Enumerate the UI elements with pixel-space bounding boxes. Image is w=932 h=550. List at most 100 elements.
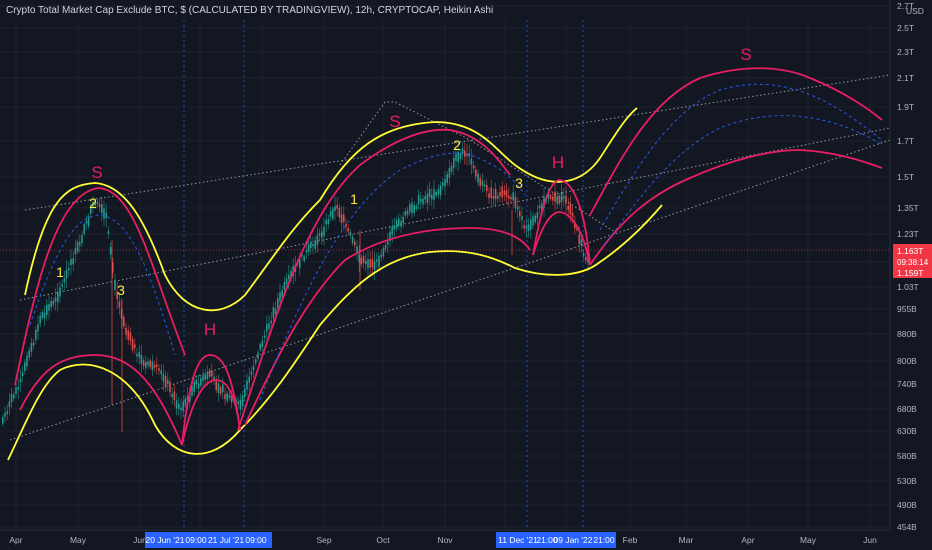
candle-body: [373, 261, 376, 271]
candle-body: [356, 246, 358, 254]
candle-body: [371, 259, 374, 268]
pink-curve-h1-lower: [181, 379, 241, 446]
candle-body: [490, 187, 492, 198]
candle-body: [428, 189, 431, 198]
candle-body: [237, 401, 239, 405]
candle-body: [61, 284, 63, 287]
candle-body: [248, 376, 250, 383]
candle-body: [470, 158, 473, 165]
candle-body: [455, 153, 457, 161]
candle-body: [415, 205, 418, 209]
x-tick-label: May: [800, 535, 817, 545]
candle-body: [369, 259, 371, 268]
candle-body: [472, 165, 475, 169]
candle-body: [378, 256, 380, 267]
candle-body: [175, 400, 178, 409]
candle-body: [382, 248, 385, 257]
candle-body: [303, 256, 305, 262]
candle-body: [556, 196, 558, 204]
candle-body: [512, 192, 514, 201]
blue-dashed-curves: [29, 83, 883, 401]
candle-body: [486, 185, 488, 192]
candle-body: [380, 254, 382, 258]
candle-body: [505, 190, 508, 197]
candle-body: [17, 387, 19, 390]
candle-body: [497, 195, 499, 199]
candle-body: [290, 271, 292, 279]
candle-body: [483, 184, 486, 187]
candle-body: [123, 316, 125, 327]
candle-body: [72, 258, 74, 265]
candle-body: [426, 193, 429, 203]
candle-body: [76, 241, 79, 252]
candle-body: [43, 312, 46, 319]
candle-body: [547, 191, 550, 199]
candle-body: [70, 259, 72, 266]
chart-title: Crypto Total Market Cap Exclude BTC, $ (…: [6, 5, 494, 16]
candle-body: [488, 193, 490, 198]
candle-body: [26, 355, 28, 367]
candle-body: [246, 380, 248, 390]
candle-body: [255, 359, 257, 364]
candle-body: [202, 375, 204, 382]
candle-body: [532, 216, 534, 226]
candle-body: [169, 381, 171, 393]
candle-body: [50, 301, 52, 308]
candle-body: [224, 394, 226, 399]
candle-body: [411, 202, 413, 214]
candle-body: [327, 219, 330, 224]
candle-body: [448, 167, 451, 178]
candle-body: [367, 259, 369, 269]
candle-body: [494, 188, 497, 200]
candle-body: [323, 226, 325, 236]
candle-body: [569, 203, 572, 215]
candle-body: [105, 212, 107, 219]
candle-body: [37, 324, 39, 332]
candle-body: [230, 395, 233, 403]
candle-body: [85, 220, 88, 224]
y-axis-ticks: 2.7T 2.5T 2.3T 2.1T 1.9T 1.7T 1.5T 1.35T 1.23T 1.…: [897, 1, 919, 532]
candle-body: [54, 297, 57, 302]
date-highlight-1[interactable]: [145, 532, 272, 548]
annotation-label: 3: [117, 282, 125, 298]
candle-body: [305, 250, 308, 253]
candle-body: [173, 391, 176, 401]
candle-body: [149, 360, 151, 367]
pink-curve-h2-lower: [532, 211, 591, 266]
y-tick-label: 1.9T: [897, 102, 914, 112]
candle-body: [398, 218, 400, 226]
candle-body: [109, 246, 112, 255]
candle-body: [136, 354, 138, 357]
candle-body: [213, 376, 215, 380]
candle-body: [228, 394, 231, 398]
candle-body: [266, 324, 268, 332]
candle-body: [527, 224, 530, 231]
y-tick-label: 2.1T: [897, 73, 914, 83]
annotation-label: S: [740, 45, 751, 64]
last-price-tag: [893, 244, 932, 278]
candle-body: [162, 373, 165, 382]
candle-body: [112, 262, 114, 273]
candle-body: [145, 361, 147, 368]
candle-body: [46, 304, 48, 316]
yellow-curve-lower: [7, 204, 663, 461]
candle-body: [79, 242, 81, 246]
candle-body: [347, 228, 349, 232]
candle-body: [516, 206, 519, 210]
candle-body: [299, 259, 301, 269]
currency-label: USD: [906, 6, 924, 16]
candle-body: [552, 196, 554, 201]
candle-body: [404, 210, 407, 216]
candle-body: [59, 287, 61, 297]
candle-body: [279, 291, 281, 302]
candle-body: [351, 236, 354, 244]
candle-body: [560, 191, 563, 203]
annotation-label: H: [552, 153, 564, 172]
candle-body: [32, 342, 35, 346]
annotation-label: S: [91, 163, 102, 182]
date-highlight-2[interactable]: [496, 532, 616, 548]
candle-body: [211, 370, 213, 377]
candle-body: [129, 332, 132, 341]
y-tick-label: 2.3T: [897, 47, 914, 57]
